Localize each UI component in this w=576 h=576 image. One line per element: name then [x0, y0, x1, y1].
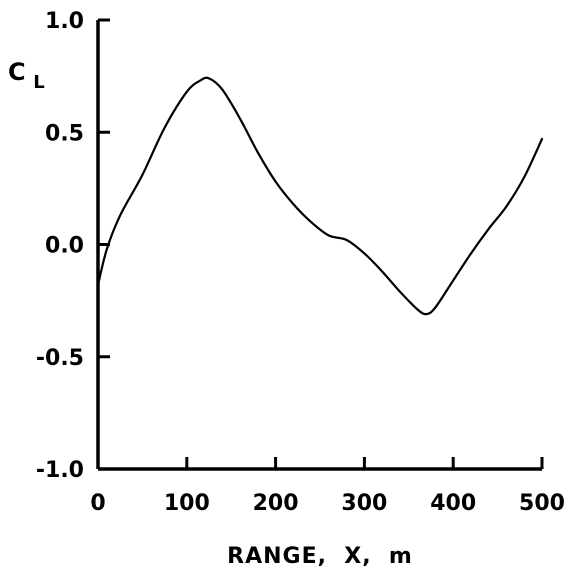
y-tick-label: 0.0 [45, 234, 84, 259]
chart-ticks [96, 18, 544, 471]
x-axis-label: RANGE, X, m [227, 544, 413, 569]
y-tick-label: 1.0 [45, 9, 84, 34]
x-tick-label: 500 [519, 491, 565, 516]
x-tick-label: 300 [341, 491, 387, 516]
x-tick-label: 0 [90, 491, 105, 516]
y-tick-label: -0.5 [36, 346, 84, 371]
chart-tick-labels: 1.0 0.5 0.0 -0.5 -1.00 100 200 300 400 500 [36, 9, 565, 516]
chart-axes [96, 20, 542, 471]
x-tick-label: 400 [430, 491, 476, 516]
cl-series-line [96, 76, 544, 316]
x-tick-label: 200 [253, 491, 299, 516]
y-axis-label: C L [8, 58, 46, 93]
x-tick-label: 100 [164, 491, 210, 516]
y-tick-label: -1.0 [36, 458, 84, 483]
y-tick-label: 0.5 [45, 121, 84, 146]
